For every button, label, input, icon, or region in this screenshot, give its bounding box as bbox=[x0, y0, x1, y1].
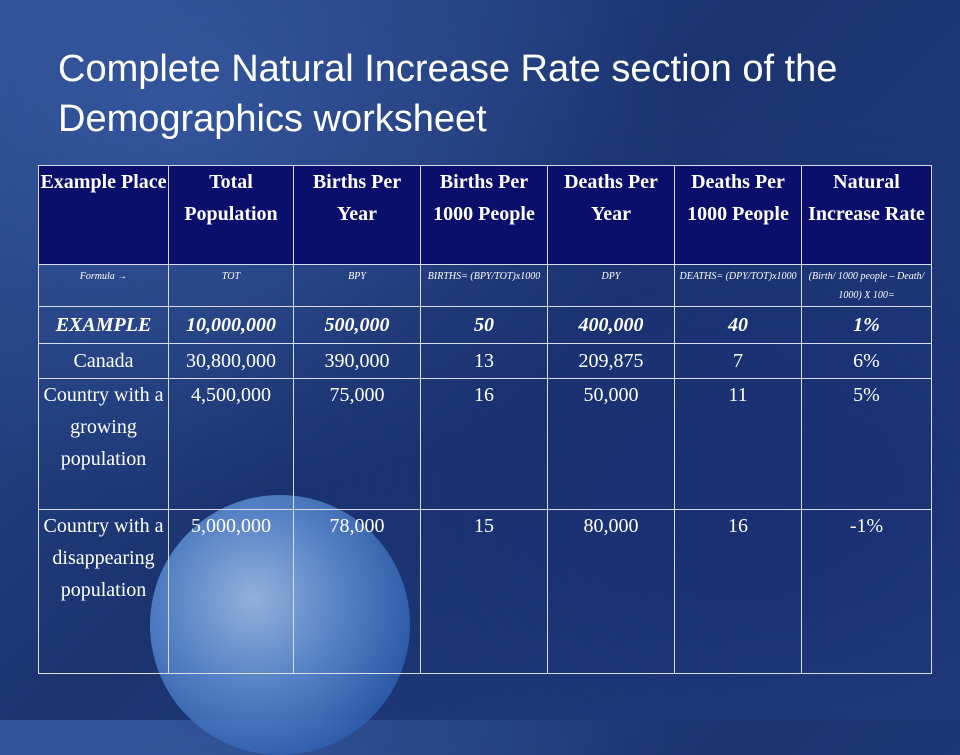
example-cell: EXAMPLE bbox=[38, 306, 169, 344]
table-cell: 16 bbox=[420, 378, 548, 510]
table-cell: 4,500,000 bbox=[168, 378, 294, 510]
table-cell: 30,800,000 bbox=[168, 343, 294, 379]
header-cell: Deaths Per Year bbox=[547, 165, 675, 265]
example-cell: 50 bbox=[420, 306, 548, 344]
formula-cell: (Birth/ 1000 people – Death/ 1000) X 100… bbox=[801, 264, 932, 307]
table-cell: 209,875 bbox=[547, 343, 675, 379]
table-cell: 15 bbox=[420, 509, 548, 674]
table-cell: 7 bbox=[674, 343, 802, 379]
table-cell: 16 bbox=[674, 509, 802, 674]
table-cell: 50,000 bbox=[547, 378, 675, 510]
demographics-table: Example Place Total Population Births Pe… bbox=[38, 165, 932, 674]
table-cell: 6% bbox=[801, 343, 932, 379]
table-cell: 13 bbox=[420, 343, 548, 379]
table-cell: 11 bbox=[674, 378, 802, 510]
place-cell: Country with a disappearing population bbox=[38, 509, 169, 674]
place-cell: Country with a growing population bbox=[38, 378, 169, 510]
header-cell: Total Population bbox=[168, 165, 294, 265]
table-cell: 78,000 bbox=[293, 509, 421, 674]
table-cell: 80,000 bbox=[547, 509, 675, 674]
table-row: Country with a growing population 4,500,… bbox=[38, 378, 932, 510]
formula-row: Formula → TOT BPY BIRTHS= (BPY/TOT)x1000… bbox=[38, 264, 932, 307]
formula-cell: BPY bbox=[293, 264, 421, 307]
table-cell: 75,000 bbox=[293, 378, 421, 510]
example-cell: 40 bbox=[674, 306, 802, 344]
formula-cell: BIRTHS= (BPY/TOT)x1000 bbox=[420, 264, 548, 307]
header-cell: Example Place bbox=[38, 165, 169, 265]
table-cell: 390,000 bbox=[293, 343, 421, 379]
formula-cell: Formula → bbox=[38, 264, 169, 307]
example-cell: 400,000 bbox=[547, 306, 675, 344]
page-title: Complete Natural Increase Rate section o… bbox=[58, 48, 838, 140]
table-cell: 5,000,000 bbox=[168, 509, 294, 674]
header-row: Example Place Total Population Births Pe… bbox=[38, 165, 932, 265]
header-cell: Births Per 1000 People bbox=[420, 165, 548, 265]
example-cell: 500,000 bbox=[293, 306, 421, 344]
formula-cell: TOT bbox=[168, 264, 294, 307]
example-row: EXAMPLE 10,000,000 500,000 50 400,000 40… bbox=[38, 306, 932, 344]
table-cell: -1% bbox=[801, 509, 932, 674]
example-cell: 1% bbox=[801, 306, 932, 344]
table-cell: 5% bbox=[801, 378, 932, 510]
example-cell: 10,000,000 bbox=[168, 306, 294, 344]
place-cell: Canada bbox=[38, 343, 169, 379]
table-row: Canada 30,800,000 390,000 13 209,875 7 6… bbox=[38, 343, 932, 379]
table-row: Country with a disappearing population 5… bbox=[38, 509, 932, 674]
formula-cell: DPY bbox=[547, 264, 675, 307]
formula-cell: DEATHS= (DPY/TOT)x1000 bbox=[674, 264, 802, 307]
header-cell: Natural Increase Rate bbox=[801, 165, 932, 265]
header-cell: Births Per Year bbox=[293, 165, 421, 265]
header-cell: Deaths Per 1000 People bbox=[674, 165, 802, 265]
